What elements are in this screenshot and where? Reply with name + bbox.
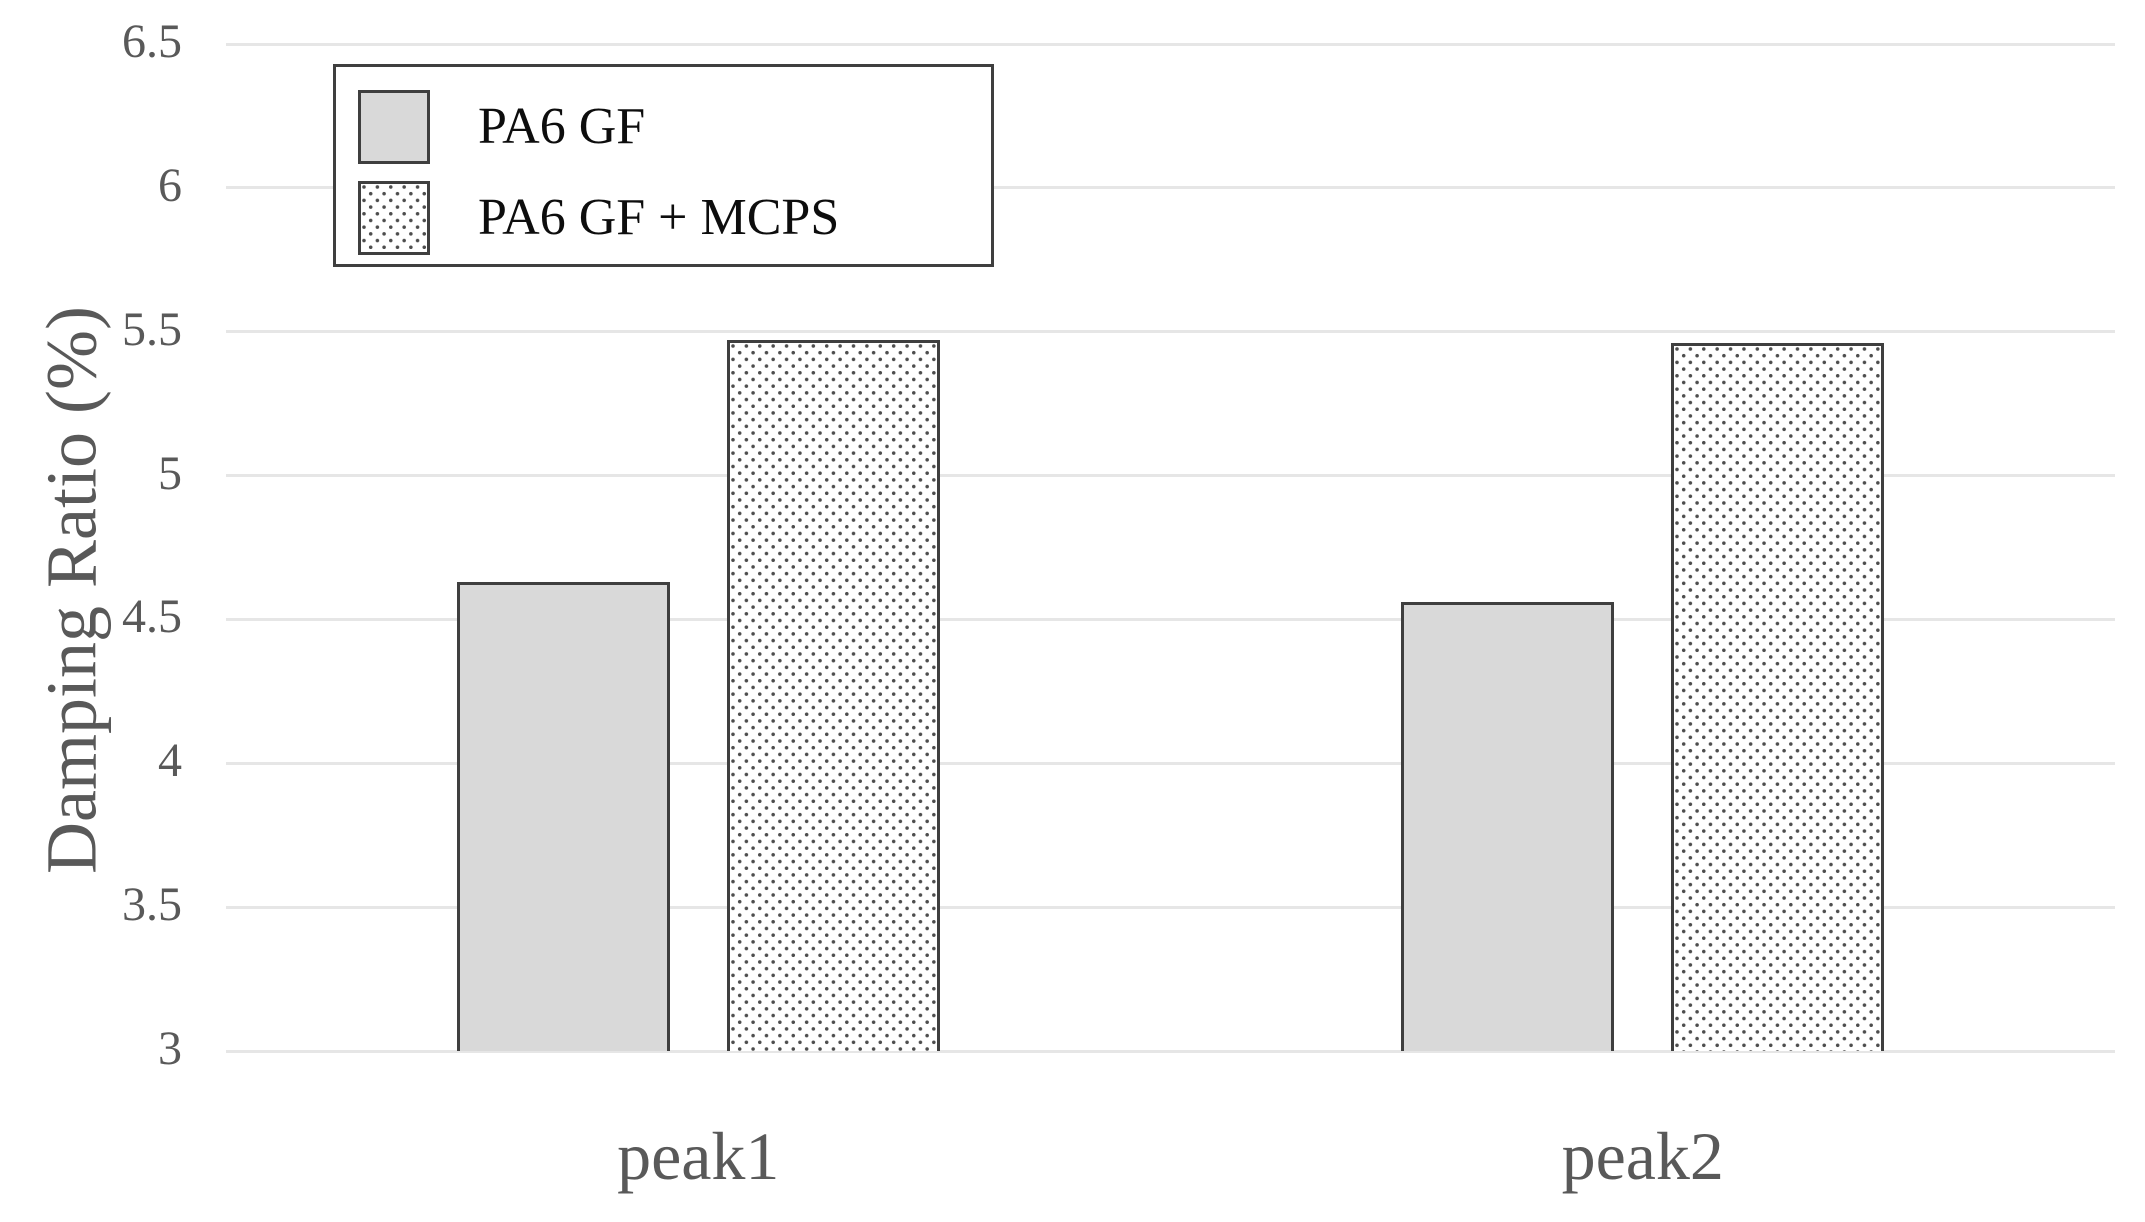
y-tick-label-5.5: 5.5 (122, 302, 182, 356)
gridline-3 (226, 1049, 2115, 1053)
legend-item-pa6-gf-+-mcps: PA6 GF + MCPS (358, 181, 839, 255)
bar-peak1-pa6-gf (456, 582, 670, 1051)
gridline-4.5 (226, 617, 2115, 621)
bar-peak1-pa6-gf-+-mcps (726, 340, 940, 1051)
gridline-6 (226, 186, 2115, 190)
x-category-label-peak1: peak1 (617, 1118, 780, 1194)
legend-swatch-dotted (358, 181, 430, 255)
legend-swatch-solid (358, 90, 430, 164)
x-category-label-peak2: peak2 (1561, 1118, 1724, 1194)
y-tick-label-5: 5 (158, 446, 182, 500)
y-tick-label-4.5: 4.5 (122, 590, 182, 644)
bar-peak2-pa6-gf (1401, 602, 1615, 1051)
gridline-5.5 (226, 330, 2115, 334)
plot-area (226, 42, 2115, 1053)
legend-item-pa6-gf: PA6 GF (358, 90, 645, 164)
gridline-6.5 (226, 42, 2115, 46)
bar-peak2-pa6-gf-+-mcps (1671, 343, 1885, 1051)
gridline-4 (226, 761, 2115, 765)
y-tick-label-6: 6 (158, 158, 182, 212)
legend-label: PA6 GF + MCPS (478, 189, 840, 246)
y-tick-label-3.5: 3.5 (122, 878, 182, 932)
y-tick-label-3: 3 (158, 1022, 182, 1075)
y-tick-label-6.5: 6.5 (122, 15, 182, 68)
legend-label: PA6 GF (478, 98, 646, 155)
y-axis-title: Damping Ratio (%) (31, 306, 112, 874)
legend: PA6 GF PA6 GF + MCPS (333, 64, 994, 267)
gridline-3.5 (226, 905, 2115, 909)
gridline-5 (226, 474, 2115, 478)
y-tick-label-4: 4 (158, 734, 182, 788)
